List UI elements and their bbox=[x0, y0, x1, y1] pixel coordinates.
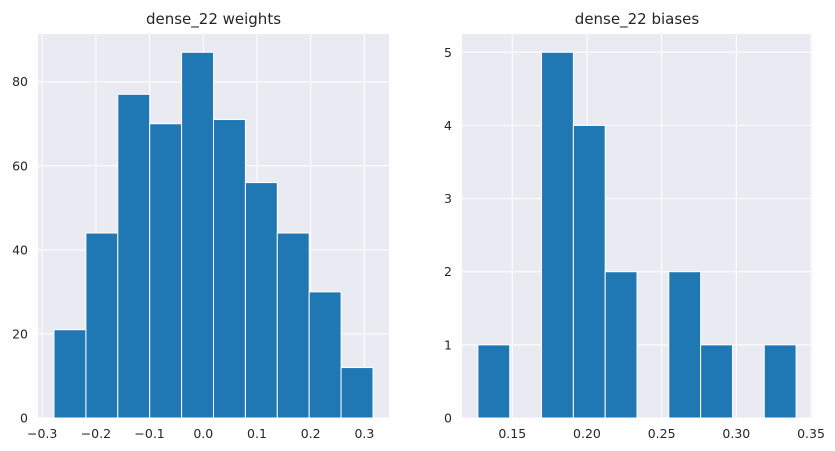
histogram-bar bbox=[763, 344, 797, 419]
bars-weights bbox=[53, 51, 374, 419]
y-tick-label: 4 bbox=[444, 118, 452, 133]
x-tick-label: 0.2 bbox=[301, 426, 321, 441]
histogram-bar bbox=[117, 93, 151, 419]
subplot-weights: −0.3 −0.2 −0.1 0.0 0.1 0.2 0.3 0 20 40 60 80 dense… bbox=[12, 10, 389, 441]
x-tick-label: 0.0 bbox=[193, 426, 213, 441]
histogram-bar bbox=[477, 344, 511, 419]
histogram-bar bbox=[340, 367, 374, 419]
y-tick-label: 2 bbox=[444, 264, 452, 279]
y-tick-label: 3 bbox=[444, 191, 452, 206]
chart-title-weights: dense_22 weights bbox=[146, 10, 281, 29]
histogram-bar bbox=[85, 232, 119, 419]
y-tick-label: 5 bbox=[444, 45, 452, 60]
histogram-bar bbox=[244, 182, 278, 419]
histogram-bar bbox=[668, 271, 702, 419]
y-ticks-biases: 0 1 2 3 4 5 bbox=[444, 45, 452, 426]
histogram-bar bbox=[181, 51, 215, 419]
x-tick-label: 0.3 bbox=[354, 426, 374, 441]
chart-title-biases: dense_22 biases bbox=[575, 10, 700, 29]
x-tick-label: −0.3 bbox=[27, 426, 57, 441]
histogram-bar bbox=[213, 119, 246, 419]
histogram-bar bbox=[276, 232, 310, 419]
histogram-bar bbox=[149, 123, 183, 419]
x-ticks-biases: 0.15 0.20 0.25 0.30 0.35 bbox=[498, 426, 825, 441]
y-tick-label: 60 bbox=[12, 158, 28, 173]
y-tick-label: 0 bbox=[444, 411, 452, 426]
y-tick-label: 0 bbox=[20, 411, 28, 426]
histogram-bar bbox=[700, 344, 733, 419]
histogram-bar bbox=[604, 271, 638, 419]
histogram-bar bbox=[308, 291, 342, 419]
y-tick-label: 80 bbox=[12, 74, 28, 89]
histogram-bar bbox=[541, 51, 574, 419]
bars-biases bbox=[477, 51, 797, 419]
histogram-bar bbox=[53, 329, 87, 419]
y-tick-label: 40 bbox=[12, 242, 28, 257]
y-ticks-weights: 0 20 40 60 80 bbox=[12, 74, 28, 425]
x-tick-label: 0.35 bbox=[797, 426, 825, 441]
subplot-biases: 0.15 0.20 0.25 0.30 0.35 0 1 2 3 4 5 dense_22 bia… bbox=[444, 10, 825, 441]
x-tick-label: 0.15 bbox=[498, 426, 526, 441]
x-tick-label: 0.25 bbox=[648, 426, 676, 441]
y-tick-label: 20 bbox=[12, 326, 28, 341]
x-tick-label: 0.30 bbox=[722, 426, 750, 441]
x-tick-label: −0.2 bbox=[81, 426, 111, 441]
histogram-bar bbox=[572, 124, 606, 419]
x-ticks-weights: −0.3 −0.2 −0.1 0.0 0.1 0.2 0.3 bbox=[27, 426, 374, 441]
x-tick-label: −0.1 bbox=[134, 426, 164, 441]
y-tick-label: 1 bbox=[444, 337, 452, 352]
x-tick-label: 0.1 bbox=[247, 426, 267, 441]
x-tick-label: 0.20 bbox=[573, 426, 601, 441]
